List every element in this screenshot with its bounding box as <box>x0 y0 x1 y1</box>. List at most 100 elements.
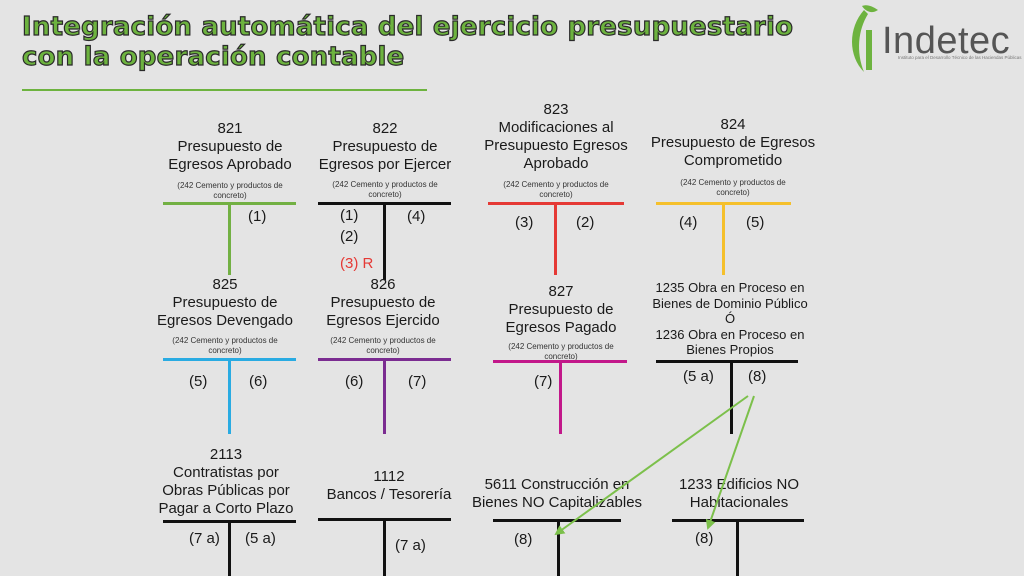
account-title: 1235 Obra en Proceso en Bienes de Dominio… <box>590 280 870 358</box>
t-account-stem <box>228 202 231 275</box>
credit-entry: (5 a) <box>245 530 276 547</box>
account-subtitle: (242 Cemento y productos de concreto) <box>476 180 636 200</box>
account-subtitle-line: concreto) <box>716 188 750 197</box>
account-title-line: 1235 Obra en Proceso en <box>655 280 805 295</box>
account-title-line: 824 <box>720 116 746 133</box>
logo-name: Indetec <box>882 20 1011 62</box>
account-title-line: 823 <box>543 101 569 118</box>
t-account-stem <box>559 360 562 434</box>
account-title: 823 Modificaciones al Presupuesto Egresos A… <box>416 101 696 173</box>
credit-entry: (6) <box>249 373 268 390</box>
account-subtitle: (242 Cemento y productos de concreto) <box>305 180 465 200</box>
debit-entry: (6) <box>345 373 364 390</box>
leaf-logo-icon <box>852 5 878 72</box>
debit-entry: (5 a) <box>683 368 714 385</box>
account-title: 824 Presupuesto de Egresos Comprometido <box>593 116 873 170</box>
account-subtitle: (242 Cemento y productos de concreto) <box>150 181 310 201</box>
account-subtitle-line: concreto) <box>539 190 573 199</box>
account-title-line: Comprometido <box>683 152 783 169</box>
account-subtitle-line: (242 Cemento y productos de <box>508 342 614 351</box>
account-title-line: Presupuesto de <box>177 138 283 155</box>
logo-subtitle: Instituto para el Desarrollo Técnico de … <box>898 55 1022 60</box>
account-title-line: Obras Públicas por <box>162 482 290 499</box>
account-subtitle: (242 Cemento y productos de concreto) <box>653 178 813 198</box>
account-title: 1112 Bancos / Tesorería <box>249 468 529 504</box>
credit-entry: (8) <box>748 368 767 385</box>
account-title-line: 1236 Obra en Proceso en <box>655 326 805 342</box>
t-account-stem <box>736 519 739 576</box>
t-account-stem <box>730 360 733 434</box>
account-title-line: Egresos Aprobado <box>168 156 292 173</box>
account-title-line: Habitacionales <box>689 494 789 511</box>
t-account-stem <box>383 202 386 280</box>
t-account-stem <box>557 519 560 576</box>
account-title-line: Egresos por Ejercer <box>318 156 452 173</box>
account-title-line: 1112 <box>373 468 405 485</box>
t-account-stem <box>722 202 725 275</box>
account-title: 821 Presupuesto de Egresos Aprobado <box>90 120 370 174</box>
account-title-line: Egresos Devengado <box>157 312 293 329</box>
page-title: Integración automática del ejercicio pre… <box>21 11 794 72</box>
account-subtitle-line: (242 Cemento y productos de <box>503 180 609 189</box>
t-account-stem <box>383 358 386 434</box>
title-line-2: con la operación contable <box>21 41 405 72</box>
account-subtitle-line: (242 Cemento y productos de <box>330 336 436 345</box>
t-account-stem <box>383 518 386 576</box>
account-title-line: 2113 <box>209 446 243 463</box>
account-subtitle-line: concreto) <box>208 346 242 355</box>
account-title-line: Presupuesto de <box>508 301 614 318</box>
account-title-line: 825 <box>212 276 238 293</box>
credit-entry: (5) <box>746 214 765 231</box>
account-subtitle: (242 Cemento y productos de concreto) <box>481 342 641 362</box>
account-title-line: Modificaciones al <box>498 119 614 136</box>
account-title-line: Presupuesto de Egresos <box>650 134 816 151</box>
account-title-line: Egresos Ejercido <box>326 312 440 329</box>
account-title-line: 1233 Edificios NO <box>678 476 800 493</box>
account-subtitle-line: (242 Cemento y productos de <box>332 180 438 189</box>
account-title-line: 827 <box>548 283 574 300</box>
account-subtitle-line: (242 Cemento y productos de <box>680 178 786 187</box>
debit-entry: (4) <box>679 214 698 231</box>
reduction-entry: (3) R <box>340 255 374 272</box>
account-title-line: Bienes de Dominio Público <box>652 295 808 311</box>
t-account-bar <box>656 360 798 363</box>
account-subtitle: (242 Cemento y productos de concreto) <box>145 336 305 356</box>
debit-entry: (7 a) <box>189 530 220 547</box>
credit-entry: (7 a) <box>395 537 426 554</box>
account-title-line: Presupuesto de <box>172 294 278 311</box>
title-line-1: Integración automática del ejercicio pre… <box>21 11 794 42</box>
account-title-line: Contratistas por <box>173 464 279 481</box>
account-title-line: Bienes Propios <box>686 342 774 357</box>
credit-entry: (4) <box>407 208 426 225</box>
account-title-line: Bancos / Tesorería <box>326 486 452 503</box>
account-title-line: Ó <box>724 311 736 326</box>
account-subtitle-line: concreto) <box>368 190 402 199</box>
account-subtitle-line: (242 Cemento y productos de <box>172 336 278 345</box>
debit-entry: (1) <box>340 207 359 224</box>
account-title-line: Pagar a Corto Plazo <box>158 500 294 517</box>
credit-entry: (2) <box>576 214 595 231</box>
account-subtitle: (242 Cemento y productos de concreto) <box>303 336 463 356</box>
account-title: 826 Presupuesto de Egresos Ejercido <box>243 276 523 330</box>
account-subtitle-line: concreto) <box>366 346 400 355</box>
debit-entry: (8) <box>514 531 533 548</box>
account-title: 822 Presupuesto de Egresos por Ejercer <box>245 120 525 174</box>
account-title-line: Egresos Pagado <box>505 319 617 336</box>
account-title: 827 Presupuesto de Egresos Pagado <box>421 283 701 337</box>
account-title: 2113 Contratistas por Obras Públicas por Pa… <box>86 446 366 518</box>
account-title-line: 822 <box>372 120 398 137</box>
debit-entry: (3) <box>515 214 534 231</box>
title-underline <box>22 89 427 91</box>
account-title-line: 821 <box>217 120 243 137</box>
account-title-line: Presupuesto de <box>330 294 436 311</box>
account-subtitle-line: (242 Cemento y productos de <box>177 181 283 190</box>
arrow-8-to-5611 <box>554 395 749 536</box>
account-title: 1233 Edificios NO Habitacionales <box>599 476 879 512</box>
debit-entry: (7) <box>534 373 553 390</box>
t-account-stem <box>228 358 231 434</box>
account-title-line: Presupuesto de <box>332 138 438 155</box>
account-title-line: Aprobado <box>523 155 589 172</box>
t-account-stem <box>228 520 231 576</box>
account-title: 825 Presupuesto de Egresos Devengado <box>85 276 365 330</box>
account-title-line: Presupuesto Egresos <box>484 137 628 154</box>
